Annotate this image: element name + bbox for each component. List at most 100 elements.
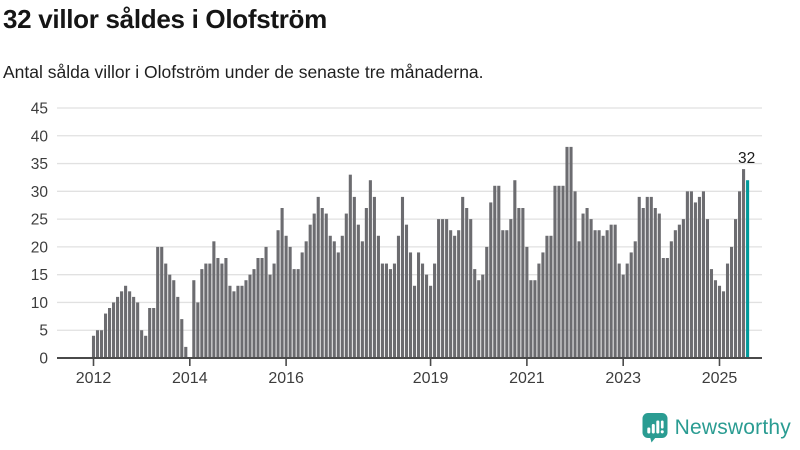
bar	[380, 263, 384, 358]
bar	[653, 208, 657, 358]
bar	[473, 269, 477, 358]
newsworthy-logo[interactable]: Newsworthy	[642, 412, 791, 443]
y-axis-label: 40	[31, 128, 49, 145]
bar	[348, 174, 352, 358]
bar	[196, 302, 200, 358]
bar	[505, 230, 509, 358]
bar	[629, 252, 633, 358]
bar	[461, 196, 465, 358]
bar	[597, 230, 601, 358]
bar	[316, 196, 320, 358]
newsworthy-chart-bubble-icon	[642, 413, 668, 443]
bar	[433, 263, 437, 358]
bar	[168, 274, 172, 358]
x-axis-label: 2019	[413, 370, 449, 387]
bar	[533, 280, 537, 358]
bar	[685, 191, 689, 358]
bar	[742, 169, 746, 358]
bar	[95, 330, 100, 358]
bar	[392, 263, 397, 358]
bar	[103, 313, 108, 358]
y-axis-label: 30	[31, 184, 49, 201]
bar	[553, 185, 557, 358]
bar	[232, 291, 236, 358]
bar	[449, 230, 453, 358]
bar	[717, 285, 722, 358]
bar	[549, 235, 553, 358]
bar	[481, 274, 485, 358]
bar	[725, 263, 730, 358]
newsworthy-wordmark: Newsworthy	[674, 415, 791, 439]
bar	[657, 213, 661, 358]
bar	[457, 230, 461, 358]
bar	[416, 252, 421, 358]
bar	[517, 208, 521, 358]
bar	[605, 230, 609, 358]
bar	[485, 246, 489, 358]
bar	[681, 219, 685, 358]
bar	[292, 269, 296, 358]
bar	[312, 213, 316, 358]
page-title: 32 villor såldes i Olofström	[3, 4, 327, 34]
bar	[497, 185, 501, 358]
bar	[136, 302, 140, 358]
bar	[132, 296, 136, 358]
y-axis-label: 25	[31, 212, 48, 229]
y-axis-label: 20	[31, 239, 49, 256]
bar	[593, 230, 597, 358]
bar	[300, 252, 304, 358]
bar	[184, 346, 188, 358]
highlighted-bar	[746, 180, 750, 358]
bar	[248, 274, 252, 358]
bar	[304, 241, 308, 358]
bar	[633, 241, 637, 358]
bar	[545, 235, 549, 358]
bar	[738, 191, 742, 358]
bar	[693, 202, 697, 358]
bar	[212, 241, 216, 358]
bar	[268, 274, 272, 358]
bar	[296, 269, 300, 358]
bar	[609, 224, 613, 358]
bar	[388, 269, 392, 358]
bar	[140, 330, 144, 358]
bar	[120, 291, 124, 358]
bar	[128, 291, 132, 358]
bar	[332, 241, 336, 358]
y-axis-label: 45	[31, 101, 48, 118]
bar	[284, 235, 288, 358]
bar	[469, 219, 473, 358]
bar	[701, 191, 705, 358]
bar	[437, 219, 441, 358]
y-axis-label: 0	[39, 351, 48, 368]
bar	[477, 280, 481, 358]
bar	[200, 269, 204, 358]
bar	[172, 280, 176, 358]
bar	[729, 246, 734, 358]
bar	[713, 280, 718, 358]
bar	[308, 224, 312, 358]
bar	[256, 258, 260, 358]
y-axis-label: 10	[31, 295, 49, 312]
bar	[384, 263, 388, 358]
bar	[99, 330, 104, 358]
bar	[236, 285, 240, 358]
bar	[228, 285, 232, 358]
bar	[429, 285, 433, 358]
bar	[148, 308, 152, 358]
bar	[705, 219, 710, 358]
bar	[324, 213, 328, 358]
y-axis-label: 15	[31, 267, 48, 284]
bar	[529, 280, 533, 358]
bar	[541, 252, 545, 358]
bar	[537, 263, 541, 358]
bar-value-label: 32	[738, 150, 755, 167]
bar	[565, 146, 569, 358]
bar	[621, 274, 625, 358]
bar	[509, 219, 513, 358]
bar	[721, 291, 726, 358]
bar	[613, 224, 617, 358]
bar	[412, 285, 417, 358]
